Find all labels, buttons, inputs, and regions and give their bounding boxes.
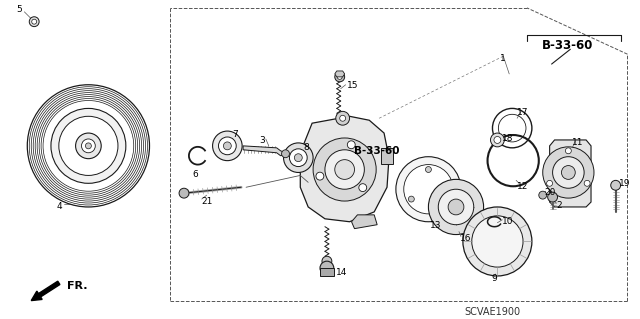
Text: SCVAE1900: SCVAE1900	[465, 308, 520, 317]
Circle shape	[76, 133, 101, 159]
Circle shape	[543, 147, 594, 198]
Circle shape	[335, 160, 355, 179]
Circle shape	[28, 85, 150, 207]
Circle shape	[472, 216, 523, 267]
Circle shape	[29, 17, 39, 26]
Circle shape	[442, 196, 449, 202]
Text: 1: 1	[500, 54, 506, 63]
Circle shape	[490, 133, 504, 147]
Circle shape	[348, 141, 355, 149]
Circle shape	[336, 111, 349, 125]
Circle shape	[212, 131, 242, 161]
Text: 7: 7	[232, 130, 238, 139]
Circle shape	[428, 179, 484, 234]
Text: 5: 5	[17, 5, 22, 14]
Polygon shape	[351, 215, 377, 229]
Circle shape	[565, 148, 572, 154]
Bar	[381, 148, 393, 164]
Polygon shape	[300, 116, 389, 222]
Circle shape	[611, 180, 621, 190]
Circle shape	[32, 19, 36, 24]
Text: 14: 14	[336, 268, 347, 277]
Circle shape	[325, 150, 364, 189]
Text: 4: 4	[57, 202, 63, 211]
Polygon shape	[335, 71, 344, 77]
Circle shape	[584, 180, 590, 186]
Text: 9: 9	[492, 274, 497, 283]
Circle shape	[322, 256, 332, 266]
Circle shape	[548, 192, 557, 202]
Polygon shape	[550, 140, 591, 207]
Text: 16: 16	[460, 234, 472, 242]
Circle shape	[340, 115, 346, 121]
Text: 8: 8	[303, 143, 309, 152]
Circle shape	[547, 180, 552, 186]
Circle shape	[561, 166, 575, 179]
Circle shape	[448, 199, 464, 215]
Circle shape	[404, 165, 453, 214]
Text: 3: 3	[259, 136, 265, 145]
Text: 19: 19	[619, 179, 630, 189]
Circle shape	[282, 150, 289, 158]
Circle shape	[463, 207, 532, 276]
Text: 12: 12	[517, 182, 529, 191]
Circle shape	[359, 184, 367, 192]
Text: 20: 20	[545, 188, 556, 197]
Circle shape	[316, 172, 324, 180]
Circle shape	[408, 196, 414, 202]
Circle shape	[59, 116, 118, 175]
Text: 17: 17	[517, 108, 529, 117]
FancyArrow shape	[31, 281, 60, 300]
Circle shape	[81, 139, 95, 153]
Circle shape	[179, 188, 189, 198]
Text: 15: 15	[347, 81, 358, 90]
Text: FR.: FR.	[67, 281, 87, 291]
Circle shape	[218, 137, 236, 155]
Circle shape	[284, 143, 313, 173]
Text: 13: 13	[430, 221, 442, 230]
Circle shape	[396, 157, 461, 222]
Circle shape	[494, 137, 501, 144]
Text: 21: 21	[202, 197, 213, 206]
Circle shape	[294, 154, 302, 162]
Circle shape	[51, 108, 126, 183]
Polygon shape	[243, 146, 285, 156]
Circle shape	[337, 74, 342, 79]
Text: B-33-60: B-33-60	[355, 146, 400, 156]
Text: B-33-60: B-33-60	[541, 40, 593, 52]
Circle shape	[335, 72, 344, 82]
Polygon shape	[320, 268, 334, 276]
Text: 2: 2	[557, 201, 562, 210]
Text: 6: 6	[193, 169, 198, 179]
Text: 11: 11	[572, 138, 584, 147]
Circle shape	[313, 138, 376, 201]
Circle shape	[85, 143, 92, 149]
Circle shape	[552, 157, 584, 188]
Circle shape	[320, 261, 334, 275]
Text: 10: 10	[502, 217, 514, 226]
Circle shape	[438, 189, 474, 225]
Circle shape	[539, 191, 547, 199]
Circle shape	[289, 149, 307, 167]
Text: 18: 18	[502, 134, 514, 143]
Circle shape	[426, 167, 431, 173]
Circle shape	[223, 142, 231, 150]
